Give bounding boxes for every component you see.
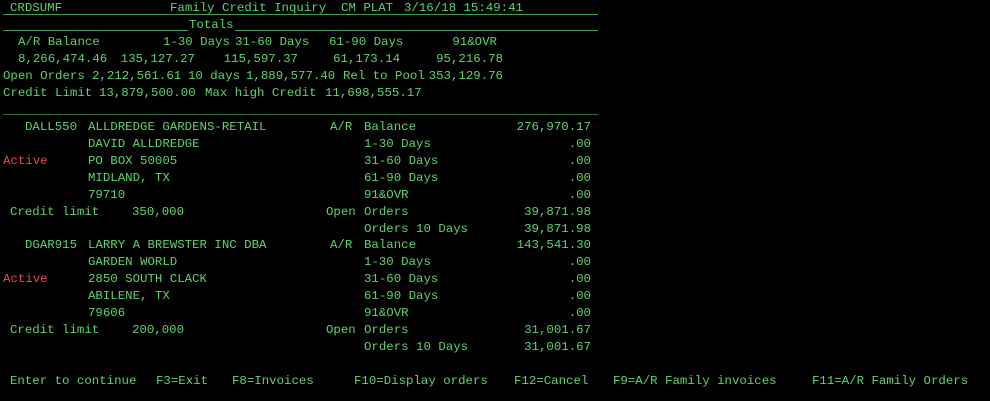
d31-60-label: 31-60 Days (364, 154, 439, 168)
customer-line2: DAVID ALLDREDGE (88, 137, 200, 151)
d31-60-label: 31-60 Days (364, 272, 439, 286)
customer-record: DGAR915 LARRY A BREWSTER INC DBA GARDEN … (0, 238, 990, 358)
customer-code[interactable]: DGAR915 (25, 238, 78, 252)
customer-name: LARRY A BREWSTER INC DBA (88, 238, 267, 252)
customer-line2: GARDEN WORLD (88, 255, 178, 269)
ar-balance-value: 276,970.17 (516, 120, 591, 134)
total-91-over: 95,216.78 (436, 52, 503, 66)
d91-label: 91&OVR (364, 306, 409, 320)
orders10-label: Orders 10 Days (364, 340, 469, 354)
customer-address: 2850 SOUTH CLACK (88, 272, 207, 286)
open-orders-label: Orders (364, 205, 409, 219)
d1-30-value: .00 (568, 137, 591, 151)
ar-balance-label: Balance (364, 238, 417, 252)
open-orders-value: 2,212,561.61 (92, 69, 182, 83)
total-31-60: 115,597.37 (223, 52, 298, 66)
status-badge: Active (3, 272, 48, 286)
customer-city: MIDLAND, TX (88, 171, 170, 185)
orders10-label: Orders 10 Days (364, 222, 469, 236)
total-61-90: 61,173.14 (333, 52, 400, 66)
credit-limit-label: Credit limit (10, 205, 100, 219)
section-divider (3, 114, 598, 115)
program-name: CRDSUMF (10, 1, 63, 15)
customer-city: ABILENE, TX (88, 289, 170, 303)
d31-60-value: .00 (568, 272, 591, 286)
customer-zip: 79710 (88, 188, 126, 202)
d1-30-value: .00 (568, 255, 591, 269)
d91-label: 91&OVR (364, 188, 409, 202)
d61-90-value: .00 (568, 289, 591, 303)
ten-days-value: 1,889,577.40 (246, 69, 336, 83)
d91-value: .00 (568, 188, 591, 202)
f11-family-orders-key[interactable]: F11=A/R Family Orders (812, 374, 969, 388)
f8-invoices-key[interactable]: F8=Invoices (232, 374, 314, 388)
orders10-value: 31,001.67 (524, 340, 591, 354)
rel-pool-label: Rel to Pool (343, 69, 425, 83)
f9-family-invoices-key[interactable]: F9=A/R Family invoices (613, 374, 777, 388)
f10-display-orders-key[interactable]: F10=Display orders (354, 374, 488, 388)
customer-zip: 79606 (88, 306, 126, 320)
ar-balance-label: Balance (364, 120, 417, 134)
screen-title: Family Credit Inquiry CM PLAT (170, 1, 394, 15)
header-divider (3, 14, 598, 15)
customer-address: PO BOX 50005 (88, 154, 178, 168)
customer-name: ALLDREDGE GARDENS-RETAIL (88, 120, 267, 134)
credit-limit-label: Credit limit (10, 323, 100, 337)
col-ar-balance: A/R Balance (18, 35, 100, 49)
col-31-60: 31-60 Days (235, 35, 310, 49)
ten-days-label: 10 days (188, 69, 241, 83)
customer-code[interactable]: DALL550 (25, 120, 78, 134)
d1-30-label: 1-30 Days (364, 255, 431, 269)
open-orders-value: 39,871.98 (524, 205, 591, 219)
max-high-credit-value: 11,698,555.17 (325, 86, 422, 100)
d31-60-value: .00 (568, 154, 591, 168)
col-91-over: 91&OVR (452, 35, 497, 49)
max-high-credit-label: Max high Credit (205, 86, 317, 100)
open-orders-value: 31,001.67 (524, 323, 591, 337)
orders10-value: 39,871.98 (524, 222, 591, 236)
col-1-30: 1-30 Days (163, 35, 230, 49)
ar-prefix: A/R (330, 238, 353, 252)
total-ar-balance: 8,266,474.46 (18, 52, 108, 66)
credit-limit-label: Credit Limit (3, 86, 93, 100)
col-61-90: 61-90 Days (329, 35, 404, 49)
credit-limit-value: 13,879,500.00 (99, 86, 196, 100)
open-prefix: Open (326, 205, 356, 219)
d91-value: .00 (568, 306, 591, 320)
f12-cancel-key[interactable]: F12=Cancel (514, 374, 589, 388)
d61-90-value: .00 (568, 171, 591, 185)
open-prefix: Open (326, 323, 356, 337)
open-orders-label: Orders (364, 323, 409, 337)
totals-label: Totals (188, 18, 235, 32)
ar-balance-value: 143,541.30 (516, 238, 591, 252)
rel-pool-value: 353,129.76 (428, 69, 503, 83)
f3-exit-key[interactable]: F3=Exit (156, 374, 209, 388)
totals-divider (3, 30, 598, 31)
d1-30-label: 1-30 Days (364, 137, 431, 151)
total-1-30: 135,127.27 (120, 52, 195, 66)
ar-prefix: A/R (330, 120, 353, 134)
enter-continue-key[interactable]: Enter to continue (10, 374, 137, 388)
credit-limit-value: 200,000 (132, 323, 185, 337)
d61-90-label: 61-90 Days (364, 171, 439, 185)
status-badge: Active (3, 154, 48, 168)
customer-record: DALL550 ALLDREDGE GARDENS-RETAIL DAVID A… (0, 120, 990, 240)
datetime: 3/16/18 15:49:41 (404, 1, 523, 15)
open-orders-label: Open Orders (3, 69, 85, 83)
d61-90-label: 61-90 Days (364, 289, 439, 303)
credit-limit-value: 350,000 (132, 205, 185, 219)
